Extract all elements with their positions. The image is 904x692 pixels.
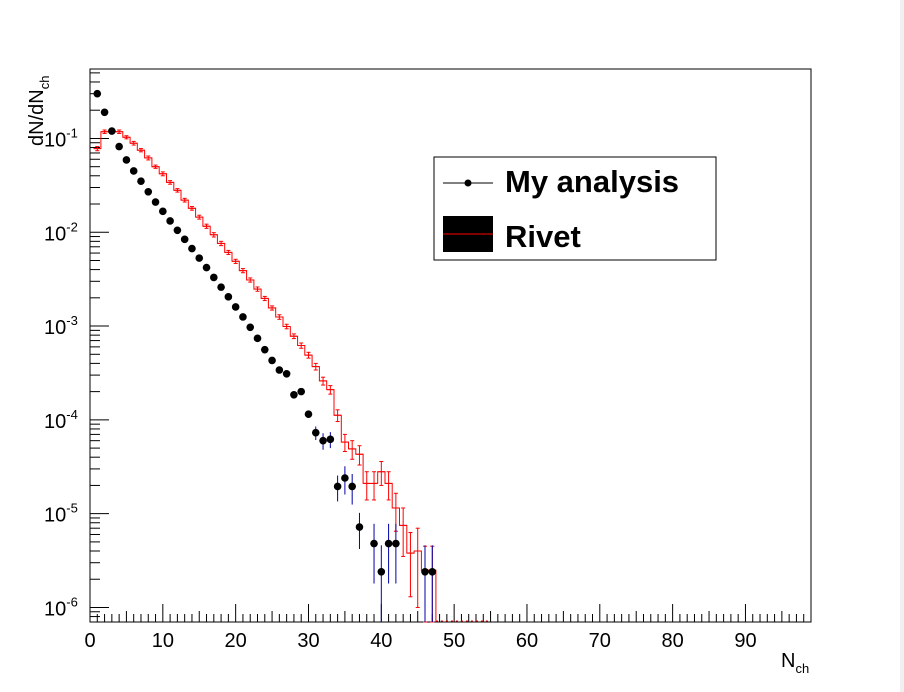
x-tick-label: 50: [443, 630, 465, 652]
y-tick-label: 10-3: [44, 313, 78, 339]
plot-frame: [89, 68, 812, 623]
my-analysis-point: [210, 273, 218, 282]
my-analysis-point: [144, 187, 153, 196]
my-analysis-point: [100, 108, 109, 117]
my-analysis-point: [326, 435, 335, 444]
my-analysis-point: [355, 523, 364, 531]
y-tick-base: 10: [44, 411, 66, 433]
y-axis-ticks: 10-110-210-310-410-510-6: [44, 72, 109, 623]
my-analysis-point: [246, 323, 255, 332]
my-analysis-point: [166, 217, 174, 225]
my-analysis-point: [151, 198, 160, 206]
my-analysis-point: [333, 482, 342, 491]
my-analysis-point: [202, 263, 211, 272]
y-axis-title: dN/dNch: [26, 76, 52, 146]
x-axis-title-sub: ch: [795, 661, 809, 676]
legend-marker-dot: [464, 179, 472, 187]
my-analysis-point: [304, 410, 313, 418]
legend-label-rivet: Rivet: [505, 219, 581, 254]
y-tick-base: 10: [44, 598, 66, 620]
my-analysis-point: [195, 254, 204, 262]
rivet-line: [93, 130, 437, 622]
y-tick-exponent: -6: [66, 594, 78, 609]
y-tick-base: 10: [44, 317, 66, 339]
y-tick-exponent: -2: [66, 219, 78, 234]
rivet-series: [93, 128, 491, 623]
my-analysis-point: [180, 235, 189, 244]
y-tick-exponent: -4: [66, 407, 78, 422]
y-tick-label: 10-2: [44, 219, 78, 245]
my-analysis-point: [217, 283, 225, 291]
x-tick-label: 90: [734, 630, 756, 652]
x-tick-label: 40: [370, 630, 392, 652]
y-axis-title-sub: ch: [37, 76, 52, 90]
my-analysis-point: [319, 436, 327, 445]
my-analysis-point: [275, 366, 284, 374]
my-analysis-point: [122, 156, 131, 164]
my-analysis-point: [290, 390, 298, 399]
x-tick-label: 20: [225, 630, 247, 652]
x-axis-ticks: 0 10 20 30 40 50 60 70 80 90: [84, 604, 812, 652]
y-tick-label: 10-6: [44, 594, 78, 620]
y-tick-label: 10-5: [44, 501, 78, 527]
y-tick-label: 10-1: [44, 125, 78, 151]
y-tick-base: 10: [44, 505, 66, 527]
window-edge-strip: [900, 0, 904, 692]
my-analysis-point: [231, 303, 240, 311]
x-tick-label: 30: [297, 630, 319, 652]
my-analysis-point: [115, 142, 123, 151]
x-axis-title-main: N: [781, 650, 795, 672]
my-analysis-point: [239, 313, 247, 321]
my-analysis-point: [370, 539, 378, 548]
my-analysis-point: [108, 127, 116, 135]
my-analysis-point: [341, 474, 349, 482]
my-analysis-point: [421, 568, 429, 576]
my-analysis-point: [253, 334, 262, 343]
my-analysis-point: [159, 207, 167, 216]
my-analysis-point: [93, 89, 102, 98]
my-analysis-point: [392, 539, 400, 548]
legend: My analysis Rivet: [433, 156, 717, 261]
x-tick-label: 60: [516, 630, 538, 652]
my-analysis-point: [428, 568, 437, 576]
my-analysis-point: [188, 244, 196, 253]
x-tick-label: 0: [84, 630, 95, 652]
x-tick-label: 80: [662, 630, 684, 652]
y-tick-label: 10-4: [44, 407, 78, 433]
my-analysis-point: [224, 293, 233, 301]
my-analysis-point: [384, 539, 393, 548]
y-tick-exponent: -5: [66, 501, 78, 516]
my-analysis-point: [297, 387, 306, 396]
my-analysis-point: [282, 369, 291, 378]
x-axis-title: Nch: [781, 650, 809, 676]
my-analysis-series: [93, 89, 437, 622]
my-analysis-point: [137, 177, 145, 186]
x-tick-label: 10: [152, 630, 174, 652]
y-tick-base: 10: [44, 223, 66, 245]
x-tick-label: 70: [589, 630, 611, 652]
my-analysis-point: [260, 345, 269, 354]
y-tick-base: 10: [44, 129, 66, 151]
legend-label-my-analysis: My analysis: [505, 164, 679, 199]
my-analysis-point: [348, 482, 356, 491]
y-axis-title-main: dN/dN: [26, 89, 48, 146]
my-analysis-point: [311, 428, 320, 437]
y-tick-exponent: -1: [66, 125, 78, 140]
my-analysis-point: [268, 356, 276, 365]
my-analysis-point: [377, 568, 386, 576]
y-tick-exponent: -3: [66, 313, 78, 328]
my-analysis-point: [173, 226, 182, 235]
my-analysis-point: [129, 167, 138, 175]
